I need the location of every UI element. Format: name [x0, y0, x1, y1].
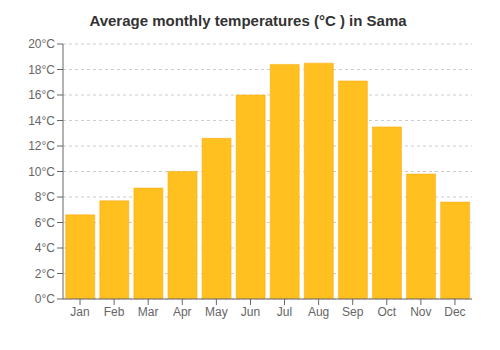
svg-text:Sep: Sep	[342, 305, 364, 319]
svg-text:Aug: Aug	[308, 305, 329, 319]
svg-text:0°C: 0°C	[35, 292, 55, 306]
svg-text:Feb: Feb	[104, 305, 125, 319]
svg-text:14°C: 14°C	[28, 114, 55, 128]
svg-text:Jul: Jul	[277, 305, 292, 319]
svg-text:May: May	[205, 305, 228, 319]
svg-text:Oct: Oct	[377, 305, 396, 319]
svg-text:6°C: 6°C	[35, 216, 55, 230]
html-text:Average monthly temperatures (: Average monthly temperatures (°C ) in Sa…	[89, 12, 407, 29]
svg-text:Jan: Jan	[70, 305, 89, 319]
svg-text:Jun: Jun	[241, 305, 260, 319]
svg-text:4°C: 4°C	[35, 241, 55, 255]
svg-text:8°C: 8°C	[35, 190, 55, 204]
svg-text:12°C: 12°C	[28, 139, 55, 153]
svg-text:2°C: 2°C	[35, 267, 55, 281]
svg-text:Apr: Apr	[173, 305, 192, 319]
svg-text:Mar: Mar	[138, 305, 159, 319]
svg-text:16°C: 16°C	[28, 88, 55, 102]
svg-text:18°C: 18°C	[28, 63, 55, 77]
svg-text:Dec: Dec	[444, 305, 465, 319]
svg-text:20°C: 20°C	[28, 37, 55, 51]
svg-text:Nov: Nov	[410, 305, 431, 319]
svg-text:10°C: 10°C	[28, 165, 55, 179]
